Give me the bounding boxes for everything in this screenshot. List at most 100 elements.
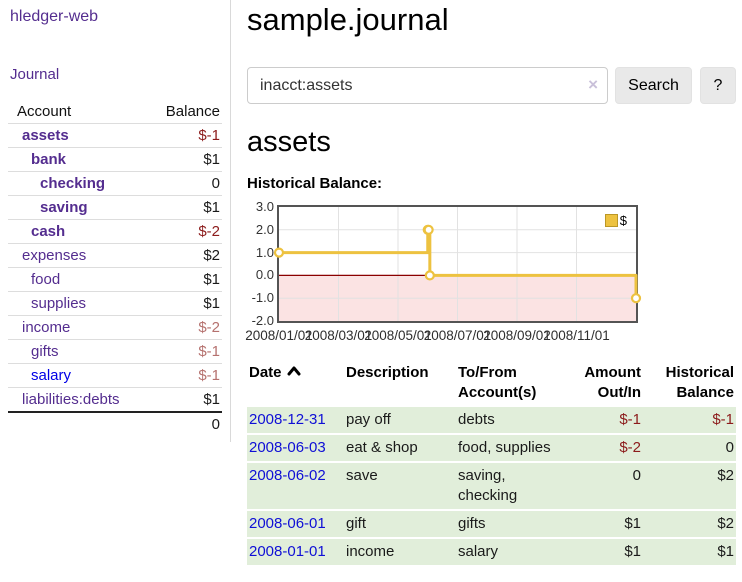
account-row: cash $-2 xyxy=(8,219,222,244)
transaction-date-link[interactable]: 2008-06-03 xyxy=(249,439,326,456)
x-tick-label: 2008/07/01 xyxy=(423,328,492,343)
register-row: 2008-12-31 pay off debts $-1 $-1 xyxy=(247,407,736,435)
account-title: assets xyxy=(247,126,331,158)
y-tick-label: 2.0 xyxy=(255,221,274,237)
account-balance: $-1 xyxy=(148,363,222,388)
register-row: 2008-01-01 income salary $1 $1 xyxy=(247,538,736,567)
register-balance-cell: $2 xyxy=(643,462,736,511)
account-row: expenses $2 xyxy=(8,243,222,268)
account-link[interactable]: expenses xyxy=(22,247,87,264)
y-tick-label: -1.0 xyxy=(251,290,274,306)
accounts-table: Account Balance assets $-1 bank $1 checking 0… xyxy=(8,100,222,436)
account-link[interactable]: income xyxy=(22,319,71,336)
search-input[interactable] xyxy=(247,67,608,104)
sidebar: hledger-web Journal Account Balance asse… xyxy=(0,0,231,442)
register-date-cell: 2008-06-01 xyxy=(247,510,344,539)
register-date-cell: 2008-06-02 xyxy=(247,462,344,511)
register-header-accounts: To/From Account(s) xyxy=(458,364,537,401)
account-balance: $-2 xyxy=(148,315,222,340)
account-row: liabilities:debts $1 xyxy=(8,387,222,412)
account-row: assets $-1 xyxy=(8,123,222,148)
register-header-description: Description xyxy=(346,364,429,381)
account-balance: $-1 xyxy=(148,339,222,364)
account-balance: $1 xyxy=(148,387,222,412)
search-button[interactable]: Search xyxy=(615,67,692,104)
register-header-amount: Amount Out/In xyxy=(584,364,641,401)
sidebar-item-journal[interactable]: Journal xyxy=(10,66,60,83)
account-link[interactable]: salary xyxy=(31,367,72,384)
transaction-date-link[interactable]: 2008-12-31 xyxy=(249,411,326,428)
account-link[interactable]: liabilities:debts xyxy=(22,391,120,408)
transaction-date-link[interactable]: 2008-06-01 xyxy=(249,515,326,532)
register-amount-cell: $-1 xyxy=(578,407,643,435)
register-accounts-cell: gifts xyxy=(456,510,578,539)
accounts-body: assets $-1 bank $1 checking 0 saving $1 cash $-2 e… xyxy=(8,123,222,412)
register-row: 2008-06-03 eat & shop food, supplies $-2 0 xyxy=(247,434,736,463)
chart-plot-area: $ xyxy=(273,205,642,323)
x-tick-label: 2008/03/01 xyxy=(304,328,373,343)
transaction-date-link[interactable]: 2008-06-02 xyxy=(249,467,326,484)
help-button[interactable]: ? xyxy=(700,67,736,104)
register-description-cell: save xyxy=(344,462,456,511)
historical-balance-chart: $ 3.0 2.0 1.0 0.0 -1.0 -2.0 2008/01/01 2008/03… xyxy=(245,199,739,343)
account-link[interactable]: saving xyxy=(40,199,88,216)
transaction-date-link[interactable]: 2008-01-01 xyxy=(249,543,326,560)
accounts-total-value: 0 xyxy=(148,411,222,436)
account-row: supplies $1 xyxy=(8,291,222,316)
accounts-header-row: Account Balance xyxy=(8,100,222,124)
legend-label: $ xyxy=(619,213,627,228)
account-link[interactable]: supplies xyxy=(31,295,87,312)
x-tick-label: 2008/05/01 xyxy=(364,328,432,343)
account-balance: $-2 xyxy=(148,219,222,244)
y-tick-label: 0.0 xyxy=(255,267,274,283)
register-header-date: Date xyxy=(247,361,344,407)
register-accounts-cell: salary xyxy=(456,538,578,567)
account-row: salary $-1 xyxy=(8,363,222,388)
register-table: Date Description To/From Account(s) Amou… xyxy=(247,361,736,567)
accounts-header-account: Account xyxy=(17,103,72,120)
account-link[interactable]: assets xyxy=(22,127,69,144)
accounts-header-balance: Balance xyxy=(165,103,220,120)
account-balance: $2 xyxy=(148,243,222,268)
register-accounts-cell: debts xyxy=(456,407,578,435)
register-row: 2008-06-02 save saving, checking 0 $2 xyxy=(247,462,736,511)
register-row: 2008-06-01 gift gifts $1 $2 xyxy=(247,510,736,539)
y-tick-label: 3.0 xyxy=(255,199,274,214)
account-link[interactable]: food xyxy=(31,271,61,288)
accounts-total-row: 0 xyxy=(8,411,222,436)
register-balance-cell: 0 xyxy=(643,434,736,463)
clear-search-icon[interactable]: × xyxy=(588,75,598,94)
register-amount-cell: $-2 xyxy=(578,434,643,463)
y-tick-label: -2.0 xyxy=(251,313,274,328)
x-tick-label: 2008/11/01 xyxy=(543,328,610,343)
register-description-cell: pay off xyxy=(344,407,456,435)
account-row: checking 0 xyxy=(8,171,222,196)
account-row: bank $1 xyxy=(8,147,222,172)
account-row: gifts $-1 xyxy=(8,339,222,364)
account-balance: $1 xyxy=(148,291,222,316)
register-date-cell: 2008-06-03 xyxy=(247,434,344,463)
account-link[interactable]: checking xyxy=(40,175,106,192)
search-bar: × Search ? xyxy=(247,67,739,104)
register-header-row: Date Description To/From Account(s) Amou… xyxy=(247,361,736,407)
account-link[interactable]: gifts xyxy=(31,343,59,360)
account-link[interactable]: cash xyxy=(31,223,66,240)
account-balance: $1 xyxy=(148,195,222,220)
x-tick-label: 2008/01/01 xyxy=(245,328,313,343)
register-date-cell: 2008-01-01 xyxy=(247,538,344,567)
app-title-link[interactable]: hledger-web xyxy=(10,8,99,25)
sort-ascending-icon xyxy=(287,366,301,376)
chart-title: Historical Balance: xyxy=(247,175,383,192)
account-link[interactable]: bank xyxy=(31,151,67,168)
register-description-cell: income xyxy=(344,538,456,567)
account-balance: $-1 xyxy=(148,123,222,148)
register-amount-cell: 0 xyxy=(578,462,643,511)
account-row: food $1 xyxy=(8,267,222,292)
register-body: 2008-12-31 pay off debts $-1 $-1 2008-06-03 ea… xyxy=(247,407,736,567)
y-tick-label: 1.0 xyxy=(255,244,274,260)
register-amount-cell: $1 xyxy=(578,510,643,539)
search-input-wrap: × xyxy=(247,67,608,104)
register-balance-cell: $2 xyxy=(643,510,736,539)
account-balance: 0 xyxy=(148,171,222,196)
